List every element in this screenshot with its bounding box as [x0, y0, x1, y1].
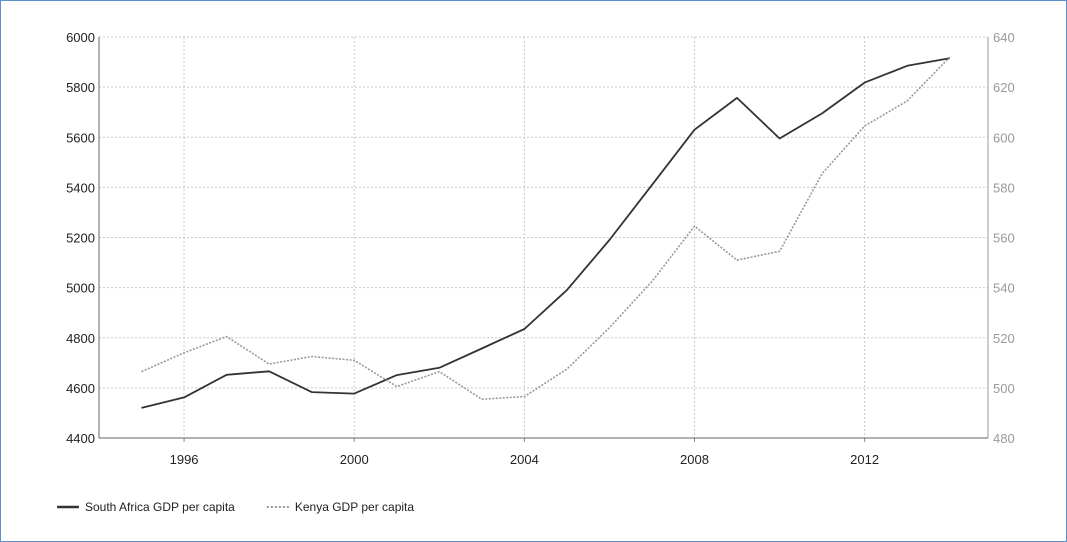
series-line-1	[141, 56, 951, 401]
y-right-tick-label: 560	[993, 231, 1015, 246]
y-right-tick-label: 500	[993, 381, 1015, 396]
y-right-tick-label: 620	[993, 80, 1015, 95]
y-left-tick-label: 6000	[66, 30, 95, 45]
y-left-tick-label: 5200	[66, 231, 95, 246]
y-right-tick-label: 580	[993, 180, 1015, 195]
y-left-tick-label: 5600	[66, 130, 95, 145]
legend-label-0: South Africa GDP per capita	[85, 500, 235, 514]
y-left-tick-label: 4800	[66, 331, 95, 346]
x-tick-label: 1996	[170, 452, 199, 467]
y-left-tick-label: 4600	[66, 381, 95, 396]
x-tick-label: 2008	[680, 452, 709, 467]
x-tick-label: 2012	[850, 452, 879, 467]
y-right-tick-label: 520	[993, 331, 1015, 346]
series-line-0	[141, 57, 950, 409]
y-right-tick-label: 600	[993, 130, 1015, 145]
x-tick-label: 2000	[340, 452, 369, 467]
y-left-tick-label: 5800	[66, 80, 95, 95]
y-right-tick-label: 640	[993, 30, 1015, 45]
y-left-tick-label: 4400	[66, 431, 95, 446]
y-right-tick-label: 540	[993, 281, 1015, 296]
legend-label-1: Kenya GDP per capita	[295, 500, 415, 514]
y-right-tick-label: 480	[993, 431, 1015, 446]
y-left-tick-label: 5400	[66, 180, 95, 195]
x-tick-label: 2004	[510, 452, 539, 467]
y-left-tick-label: 5000	[66, 281, 95, 296]
